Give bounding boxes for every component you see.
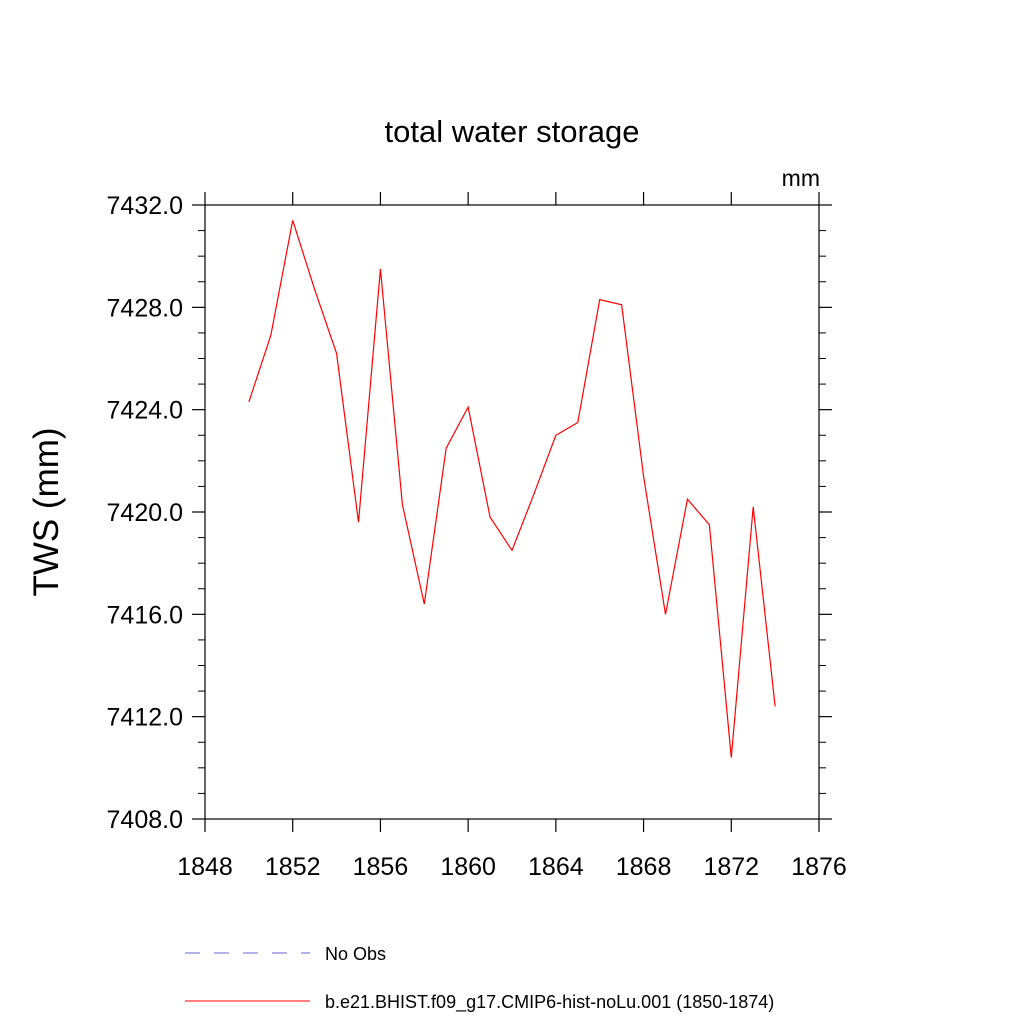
legend: No Obs b.e21.BHIST.f09_g17.CMIP6-hist-noL…: [185, 944, 774, 1013]
x-tick-label: 1872: [703, 853, 759, 881]
y-tick-labels: 7408.0 7412.0 7416.0 7420.0 7424.0 7428.0 7432…: [107, 192, 183, 834]
x-tick-label: 1848: [177, 853, 233, 881]
x-tick-label: 1856: [353, 853, 409, 881]
legend-label: b.e21.BHIST.f09_g17.CMIP6-hist-noLu.001 …: [325, 992, 774, 1013]
y-tick-label: 7428.0: [107, 294, 183, 322]
y-tick-label: 7408.0: [107, 806, 183, 834]
legend-label: No Obs: [325, 944, 386, 964]
x-tick-label: 1868: [616, 853, 672, 881]
y-tick-label: 7412.0: [107, 704, 183, 732]
series-line: [248, 220, 776, 758]
y-tick-label: 7432.0: [107, 192, 183, 220]
x-tick-label: 1852: [265, 853, 321, 881]
x-tick-label: 1864: [528, 853, 584, 881]
x-tick-label: 1860: [440, 853, 496, 881]
y-tick-label: 7420.0: [107, 499, 183, 527]
axis-ticks: [192, 192, 832, 832]
plot-frame: [204, 204, 820, 820]
y-tick-label: 7416.0: [107, 601, 183, 629]
x-tick-label: 1876: [791, 853, 847, 881]
chart-title: total water storage: [384, 114, 639, 149]
y-tick-label: 7424.0: [107, 397, 183, 425]
units-label: mm: [782, 165, 820, 191]
y-axis-label: TWS (mm): [27, 427, 66, 596]
x-tick-labels: 1848 1852 1856 1860 1864 1868 1872 1876: [177, 853, 847, 881]
series-layer: [248, 220, 776, 758]
